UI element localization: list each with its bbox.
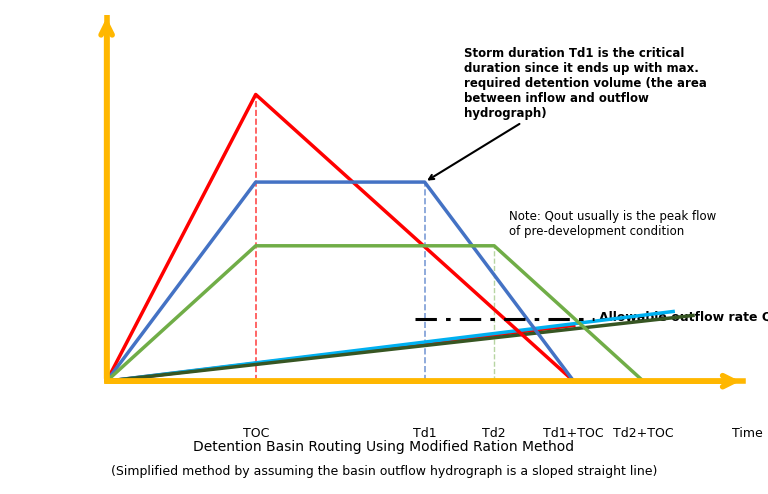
Text: Storm duration Td1 is the critical
duration since it ends up with max.
required : Storm duration Td1 is the critical durat… (429, 46, 707, 179)
Text: Td2+TOC: Td2+TOC (613, 426, 674, 440)
Text: Note: Qout usually is the peak flow
of pre-development condition: Note: Qout usually is the peak flow of p… (509, 210, 717, 238)
Text: Allowable outflow rate Qout: Allowable outflow rate Qout (598, 311, 768, 324)
Text: Td2: Td2 (482, 426, 506, 440)
Text: TOC: TOC (243, 426, 269, 440)
Text: Td1: Td1 (413, 426, 436, 440)
Text: Time: Time (733, 426, 763, 440)
Text: (Simplified method by assuming the basin outflow hydrograph is a sloped straight: (Simplified method by assuming the basin… (111, 465, 657, 478)
Text: Td1+TOC: Td1+TOC (544, 426, 604, 440)
Text: Detention Basin Routing Using Modified Ration Method: Detention Basin Routing Using Modified R… (194, 440, 574, 454)
